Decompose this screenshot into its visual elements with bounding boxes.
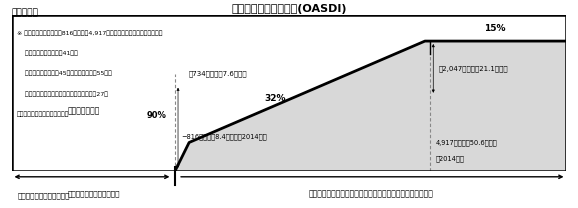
Text: 社会保障税課税上限の高賃金の者につき絀27％: 社会保障税課税上限の高賃金の者につき絀27％ xyxy=(17,91,108,97)
Text: になるように設定されている。: になるように設定されている。 xyxy=(17,111,69,117)
Text: 32%: 32% xyxy=(264,94,286,103)
Polygon shape xyxy=(12,41,566,171)
Text: 【概念図】: 【概念図】 xyxy=(12,8,38,17)
Text: 無業の者（学生・主婦等）: 無業の者（学生・主婦等） xyxy=(17,192,70,199)
Text: 平均賃金の者につき絀41％、: 平均賃金の者につき絀41％、 xyxy=(17,50,78,56)
Text: 4,917ドル（絇50.6万円）: 4,917ドル（絇50.6万円） xyxy=(436,139,498,146)
Text: （適用対象外）: （適用対象外） xyxy=(68,107,100,116)
Text: 15%: 15% xyxy=(484,24,505,33)
Text: −816ドル（絇8.4万円）（2014年）: −816ドル（絇8.4万円）（2014年） xyxy=(181,133,266,140)
Text: ※ 給付算定式の屈折点（816ドル又は4,917ドル）は、年金の所得代替率が、: ※ 給付算定式の屈折点（816ドル又は4,917ドル）は、年金の所得代替率が、 xyxy=(17,30,162,36)
Text: 老齢・遺族・障害保险(OASDI): 老齢・遺族・障害保险(OASDI) xyxy=(231,4,347,14)
Text: 被用者（サラリーマン・パート労働者）・自営業者・公務員: 被用者（サラリーマン・パート労働者）・自営業者・公務員 xyxy=(309,189,434,198)
Text: 無業の者（学生・主婦等）: 無業の者（学生・主婦等） xyxy=(67,190,120,197)
Text: 月734ドル（絇7.6万円）: 月734ドル（絇7.6万円） xyxy=(189,71,248,77)
Text: 低賃金（平均所得の45％）の者につき絀55％、: 低賃金（平均所得の45％）の者につき絀55％、 xyxy=(17,71,112,76)
Text: 90%: 90% xyxy=(147,111,167,120)
Text: 月2,047ドル（絇21.1万円）: 月2,047ドル（絇21.1万円） xyxy=(439,66,509,72)
Text: （2014年）: （2014年） xyxy=(436,155,465,162)
